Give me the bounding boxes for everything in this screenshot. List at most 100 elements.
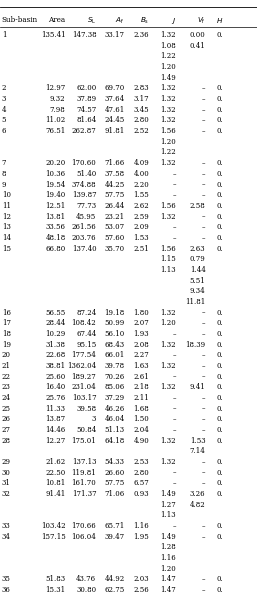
Text: 56.55: 56.55 [45,309,66,317]
Text: 177.54: 177.54 [72,351,96,359]
Text: –: – [172,522,176,530]
Text: –: – [202,181,206,189]
Text: 0.: 0. [217,373,224,381]
Text: 1.15: 1.15 [160,255,176,263]
Text: 1.32: 1.32 [160,362,176,370]
Text: 0.93: 0.93 [133,490,149,498]
Text: –: – [202,586,206,594]
Text: –: – [172,181,176,189]
Text: 2.18: 2.18 [133,383,149,391]
Text: 26.44: 26.44 [104,202,125,210]
Text: 74.57: 74.57 [76,106,96,114]
Text: 1.32: 1.32 [160,31,176,39]
Text: 13.87: 13.87 [45,415,66,423]
Text: 29: 29 [2,458,11,466]
Text: 9: 9 [2,181,6,189]
Text: –: – [172,469,176,477]
Text: 157.15: 157.15 [41,533,66,541]
Text: 2.61: 2.61 [133,373,149,381]
Text: 2.80: 2.80 [133,469,149,477]
Text: –: – [172,415,176,423]
Text: 1.49: 1.49 [160,533,176,541]
Text: –: – [202,330,206,338]
Text: –: – [172,405,176,413]
Text: 0.00: 0.00 [190,31,206,39]
Text: 19.18: 19.18 [104,309,125,317]
Text: 15.31: 15.31 [45,586,66,594]
Text: –: – [202,170,206,178]
Text: –: – [172,373,176,381]
Text: 19.40: 19.40 [45,191,66,199]
Text: 175.01: 175.01 [72,437,96,445]
Text: 0.: 0. [217,405,224,413]
Text: 9.34: 9.34 [190,287,206,295]
Text: 1.32: 1.32 [160,95,176,103]
Text: 1.32: 1.32 [160,84,176,92]
Text: 1.16: 1.16 [133,522,149,530]
Text: 31.38: 31.38 [45,341,66,349]
Text: 56.10: 56.10 [104,330,125,338]
Text: 1.93: 1.93 [133,330,149,338]
Text: $H$: $H$ [216,16,224,25]
Text: 11.81: 11.81 [185,298,206,306]
Text: 3: 3 [2,95,6,103]
Text: 11: 11 [2,202,11,210]
Text: 28: 28 [2,437,11,445]
Text: 203.76: 203.76 [72,234,96,242]
Text: 66.01: 66.01 [104,351,125,359]
Text: 1.32: 1.32 [160,213,176,221]
Text: 18: 18 [2,330,11,338]
Text: –: – [202,223,206,231]
Text: 137.13: 137.13 [72,458,96,466]
Text: 103.42: 103.42 [41,522,66,530]
Text: 0.: 0. [217,245,224,253]
Text: 262.87: 262.87 [72,127,96,135]
Text: –: – [202,351,206,359]
Text: –: – [172,170,176,178]
Text: 0.: 0. [217,127,224,135]
Text: –: – [202,362,206,370]
Text: 1.20: 1.20 [160,138,176,146]
Text: 135.41: 135.41 [41,31,66,39]
Text: 1.68: 1.68 [133,405,149,413]
Text: 7.14: 7.14 [190,447,206,455]
Text: –: – [172,223,176,231]
Text: 50.84: 50.84 [76,426,96,434]
Text: 0.41: 0.41 [190,42,206,50]
Text: 5.51: 5.51 [190,277,206,285]
Text: 1.08: 1.08 [160,42,176,50]
Text: –: – [202,373,206,381]
Text: –: – [202,576,206,584]
Text: –: – [172,330,176,338]
Text: 14: 14 [2,234,11,242]
Text: 46.04: 46.04 [104,415,125,423]
Text: 1.49: 1.49 [160,490,176,498]
Text: 35.70: 35.70 [105,245,125,253]
Text: 11.02: 11.02 [45,116,66,124]
Text: 51.40: 51.40 [76,170,96,178]
Text: 137.40: 137.40 [72,245,96,253]
Text: –: – [202,480,206,488]
Text: 0.: 0. [217,469,224,477]
Text: 170.60: 170.60 [72,159,96,167]
Text: 2.63: 2.63 [190,245,206,253]
Text: 37.58: 37.58 [105,170,125,178]
Text: 1.16: 1.16 [160,554,176,562]
Text: 9.41: 9.41 [190,383,206,391]
Text: 46.26: 46.26 [104,405,125,413]
Text: 0.: 0. [217,415,224,423]
Text: 62.00: 62.00 [76,84,96,92]
Text: 1.32: 1.32 [160,437,176,445]
Text: 51.83: 51.83 [45,576,66,584]
Text: 1: 1 [2,31,6,39]
Text: 44.92: 44.92 [104,576,125,584]
Text: –: – [202,469,206,477]
Text: 39.58: 39.58 [76,405,96,413]
Text: 2.59: 2.59 [133,213,149,221]
Text: 1.32: 1.32 [160,309,176,317]
Text: 85.06: 85.06 [104,383,125,391]
Text: 1.32: 1.32 [160,106,176,114]
Text: 19.54: 19.54 [45,181,66,189]
Text: 0.: 0. [217,522,224,530]
Text: 2.07: 2.07 [133,319,149,327]
